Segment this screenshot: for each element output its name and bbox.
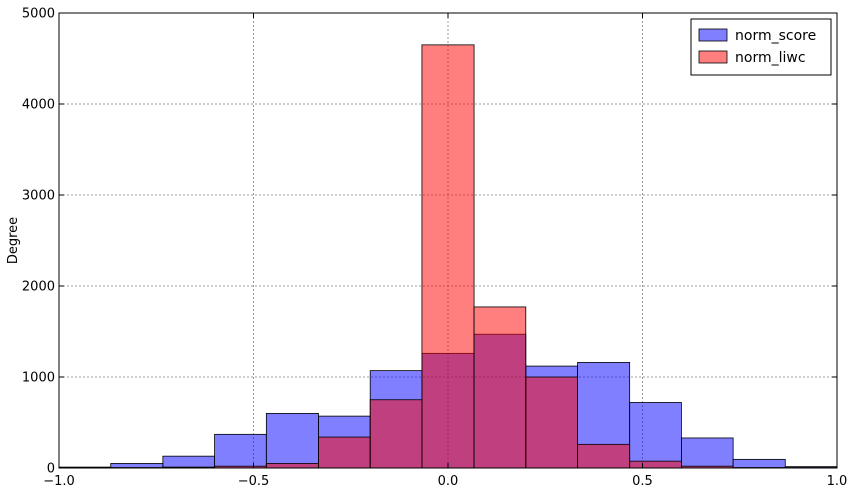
bar-norm_liwc-4 — [265, 463, 319, 469]
y-axis-label: Degree — [6, 217, 21, 264]
bars — [58, 44, 838, 469]
bar-norm_score-12 — [681, 437, 734, 469]
bar-norm_liwc-9 — [525, 376, 578, 469]
bar-norm_score-4 — [265, 412, 319, 469]
legend-swatch-norm_liwc — [698, 50, 728, 64]
legend-label-norm_score: norm_score — [735, 28, 816, 44]
y-tick-label: 3000 — [22, 189, 55, 204]
bar-norm_score-11 — [629, 402, 682, 469]
x-tick-label: 1.0 — [827, 474, 848, 489]
x-tick-label: 0.0 — [438, 474, 459, 489]
bar-norm_liwc-6 — [369, 399, 423, 469]
bar-norm_score-13 — [732, 458, 786, 469]
bar-norm_score-2 — [162, 455, 216, 469]
bar-norm_liwc-10 — [577, 443, 631, 469]
y-tick-label: 4000 — [22, 98, 55, 113]
bar-norm_liwc-5 — [318, 436, 371, 469]
y-tick-label: 5000 — [22, 7, 55, 22]
legend: norm_score norm_liwc — [690, 18, 832, 76]
legend-box — [690, 18, 832, 76]
x-tick-label: 0.5 — [632, 474, 653, 489]
legend-label-norm_liwc: norm_liwc — [735, 50, 806, 66]
y-tick-label: 2000 — [22, 280, 55, 295]
legend-swatch-norm_score — [698, 28, 728, 42]
y-tick-label: 1000 — [22, 371, 55, 386]
bar-norm_liwc-7 — [421, 44, 475, 469]
bar-norm_score-3 — [214, 433, 267, 469]
x-tick-label: −1.0 — [43, 474, 75, 489]
ticks: −1.0 −0.5 0.0 0.5 1.0 0 1000 2000 3000 4000 5000 — [22, 7, 847, 490]
x-tick-label: −0.5 — [238, 474, 270, 489]
bar-norm_liwc-8 — [473, 306, 527, 469]
y-tick-label: 0 — [47, 462, 55, 477]
bar-norm_liwc-11 — [629, 460, 682, 469]
